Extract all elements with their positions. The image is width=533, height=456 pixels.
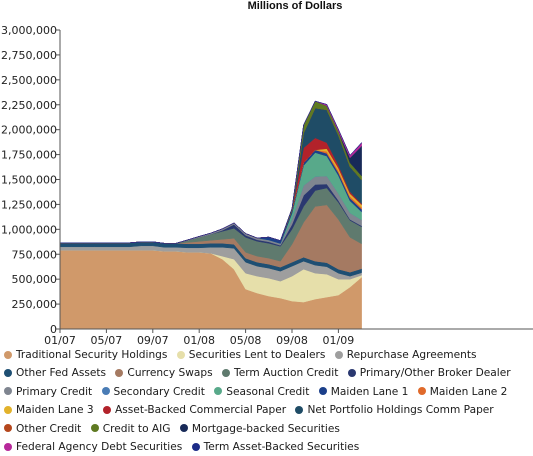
legend-item: Securities Lent to Dealers: [176, 349, 326, 361]
y-tick-label: 1,000,000: [1, 223, 57, 236]
x-tick-label: 09/08: [276, 334, 308, 347]
x-tick-label: 01/08: [183, 334, 215, 347]
legend-item: Asset-Backed Commercial Paper: [103, 404, 286, 416]
legend-label: Term Asset-Backed Securities: [203, 441, 360, 454]
legend-label: Asset-Backed Commercial Paper: [115, 404, 287, 417]
y-tick-label: 3,000,000: [1, 24, 57, 37]
legend-label: Securities Lent to Dealers: [188, 349, 326, 361]
legend-swatch: [115, 368, 124, 377]
legend-swatch: [4, 350, 12, 359]
area-series-19: [60, 100, 362, 244]
legend-swatch: [4, 387, 12, 396]
legend-swatch: [90, 424, 99, 433]
legend-label: Primary/Other Broker Dealer: [359, 367, 511, 380]
legend-swatch: [334, 350, 343, 359]
y-tick-label: 2,500,000: [1, 74, 57, 87]
legend-item: Repurchase Agreements: [334, 349, 477, 361]
chart: Millions of Dollars 0 250,000 500,000 750,0…: [1, 0, 533, 347]
legend-label: Credit to AIG: [102, 422, 171, 435]
legend-item: Credit to AIG: [90, 422, 171, 435]
legend-label: Other Fed Assets: [16, 367, 107, 380]
legend-label: Term Auction Credit: [234, 367, 339, 380]
y-tick-label: 1,250,000: [1, 198, 57, 211]
legend-label: Secondary Credit: [113, 385, 205, 398]
legend-label: Currency Swaps: [127, 367, 213, 380]
legend-label: Repurchase Agreements: [346, 349, 477, 361]
legend-item: Maiden Lane 3: [4, 404, 94, 416]
legend-swatch: [191, 442, 200, 451]
legend-item: Seasonal Credit: [214, 386, 309, 398]
legend-swatch: [176, 350, 185, 359]
legend-swatch: [347, 368, 356, 377]
legend-swatch: [4, 405, 12, 414]
legend-swatch: [295, 405, 304, 414]
legend-swatch: [417, 387, 426, 396]
legend-item: Other Credit: [4, 423, 81, 435]
area-layers: [59, 100, 362, 330]
y-ticks: 0 250,000 500,000 750,000 1,000,000 1,250,000…: [1, 24, 60, 336]
legend-item: Term Auction Credit: [222, 367, 338, 379]
y-tick-label: 750,000: [12, 248, 58, 261]
legend-item: Secondary Credit: [101, 385, 205, 398]
legend-label: Traditional Security Holdings: [16, 349, 168, 361]
legend-swatch: [179, 424, 188, 433]
legend-label: Mortgage-backed Securities: [191, 422, 340, 435]
legend-item: Maiden Lane 1: [318, 385, 409, 398]
y-tick-label: 1,750,000: [1, 149, 57, 162]
x-tick-label: 09/07: [137, 334, 169, 347]
y-tick-label: 2,250,000: [1, 99, 57, 112]
y-tick-label: 0: [50, 323, 57, 336]
legend-item: Mortgage-backed Securities: [179, 422, 340, 435]
legend-item: Net Portfolio Holdings Comm Paper: [295, 404, 494, 417]
legend-item: Federal Agency Debt Securities: [4, 441, 182, 453]
legend-swatch: [222, 368, 231, 377]
legend-label: Maiden Lane 3: [16, 404, 94, 417]
y-tick-label: 1,500,000: [1, 174, 57, 187]
legend-swatch: [101, 387, 110, 396]
legend-item: Traditional Security Holdings: [4, 349, 167, 361]
legend-item: Primary Credit: [4, 386, 92, 398]
legend-swatch: [4, 442, 12, 451]
chart-title: Millions of Dollars: [248, 0, 343, 12]
legend-label: Primary Credit: [16, 385, 93, 398]
y-tick-label: 250,000: [12, 298, 58, 311]
legend-label: Net Portfolio Holdings Comm Paper: [307, 404, 494, 417]
legend: Traditional Security Holdings Securities…: [4, 346, 532, 456]
y-tick-label: 2,000,000: [1, 124, 57, 137]
legend-swatch: [214, 387, 223, 396]
legend-label: Other Credit: [16, 422, 82, 435]
x-tick-label: 05/08: [230, 334, 262, 347]
y-tick-label: 500,000: [12, 273, 58, 286]
legend-swatch: [4, 424, 12, 433]
legend-label: Maiden Lane 2: [429, 385, 508, 398]
x-tick-label: 01/09: [323, 334, 355, 347]
legend-label: Maiden Lane 1: [330, 385, 409, 398]
legend-item: Primary/Other Broker Dealer: [347, 367, 511, 380]
legend-item: Maiden Lane 2: [417, 385, 508, 398]
legend-item: Currency Swaps: [115, 367, 213, 380]
legend-item: Other Fed Assets: [4, 367, 106, 379]
legend-label: Federal Agency Debt Securities: [16, 441, 183, 454]
y-tick-label: 2,750,000: [1, 49, 57, 62]
x-ticks: 01/07 05/07 09/07 01/08 05/08 09/08 01/09: [44, 329, 354, 347]
legend-swatch: [103, 405, 112, 414]
legend-item: Term Asset-Backed Securities: [191, 441, 360, 454]
legend-label: Seasonal Credit: [226, 385, 310, 398]
x-tick-label: 01/07: [44, 334, 76, 347]
x-tick-label: 05/07: [91, 334, 123, 347]
legend-swatch: [4, 368, 12, 377]
legend-swatch: [318, 387, 327, 396]
